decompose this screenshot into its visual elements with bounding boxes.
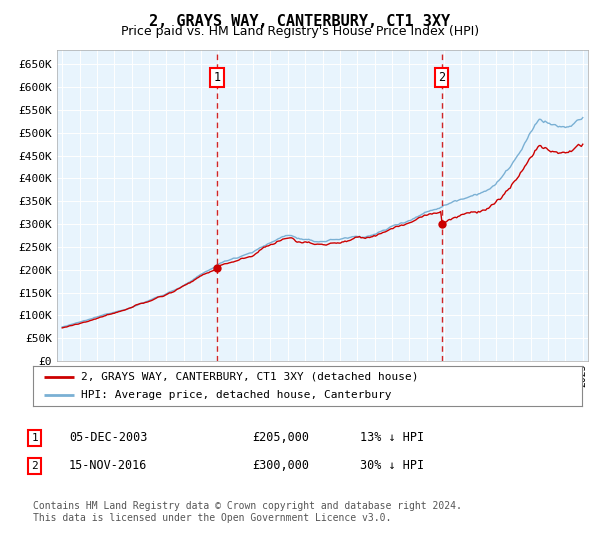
Text: 2: 2 xyxy=(31,461,38,471)
Text: Contains HM Land Registry data © Crown copyright and database right 2024.
This d: Contains HM Land Registry data © Crown c… xyxy=(33,501,462,523)
Text: 13% ↓ HPI: 13% ↓ HPI xyxy=(360,431,424,445)
Text: 30% ↓ HPI: 30% ↓ HPI xyxy=(360,459,424,473)
Text: 2, GRAYS WAY, CANTERBURY, CT1 3XY: 2, GRAYS WAY, CANTERBURY, CT1 3XY xyxy=(149,14,451,29)
Text: HPI: Average price, detached house, Canterbury: HPI: Average price, detached house, Cant… xyxy=(82,390,392,400)
Text: 05-DEC-2003: 05-DEC-2003 xyxy=(69,431,148,445)
Text: 15-NOV-2016: 15-NOV-2016 xyxy=(69,459,148,473)
Text: £205,000: £205,000 xyxy=(252,431,309,445)
Text: 2, GRAYS WAY, CANTERBURY, CT1 3XY (detached house): 2, GRAYS WAY, CANTERBURY, CT1 3XY (detac… xyxy=(82,372,419,381)
Text: Price paid vs. HM Land Registry's House Price Index (HPI): Price paid vs. HM Land Registry's House … xyxy=(121,25,479,38)
Text: 1: 1 xyxy=(31,433,38,443)
Text: 1: 1 xyxy=(214,71,221,85)
Text: £300,000: £300,000 xyxy=(252,459,309,473)
Text: 2: 2 xyxy=(439,71,445,85)
